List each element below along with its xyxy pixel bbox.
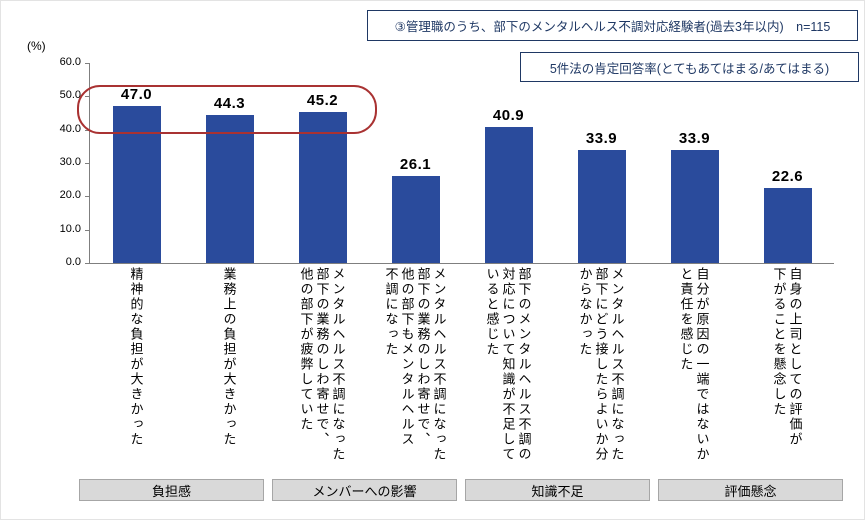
x-label: 自身の上司としての評価が 下がることを懸念した (771, 267, 803, 447)
y-tick-label: 20.0 (59, 189, 81, 202)
bar (391, 176, 440, 263)
bar-value-label: 45.2 (306, 92, 339, 110)
group-box: メンバーへの影響 (272, 479, 457, 501)
y-tick-label: 60.0 (59, 56, 81, 68)
x-label: メンタルヘルス不調になった 部下の業務のしわ寄せで、 他の部下もメンタルヘルス … (383, 267, 447, 462)
bar-slot: 40.9 (462, 63, 555, 263)
x-label: メンタルヘルス不調になった 部下にどう接したらよいか分 からなかった (577, 267, 625, 462)
bar-slot: 33.9 (555, 63, 648, 263)
bars-row: 47.0 44.3 45.2 26.1 40.9 33.9 33.9 22.6 (90, 63, 834, 263)
bar (205, 115, 254, 263)
y-tick-label: 10.0 (59, 222, 81, 235)
group-box: 負担感 (79, 479, 264, 501)
x-label: メンタルヘルス不調になった 部下の業務のしわ寄せで、 他の部下が疲弊していた (298, 267, 346, 462)
x-label-slot: メンタルヘルス不調になった 部下の業務のしわ寄せで、 他の部下が疲弊していた (275, 267, 368, 479)
bar-slot: 45.2 (276, 63, 369, 263)
highlight-oval (77, 85, 377, 134)
bar-value-label: 22.6 (771, 167, 804, 185)
bar-value-label: 33.9 (585, 130, 618, 147)
y-tick-label: 40.0 (59, 122, 81, 135)
bar (763, 187, 812, 263)
y-axis-unit-label: (%) (27, 39, 46, 53)
plot-area: 47.0 44.3 45.2 26.1 40.9 33.9 33.9 22.6 (89, 63, 834, 264)
group-box: 知識不足 (465, 479, 650, 501)
bar (298, 112, 347, 263)
bar-slot: 33.9 (648, 63, 741, 263)
bar (670, 150, 719, 263)
x-label: 業務上の負担が大きかった (221, 267, 237, 447)
x-label-slot: メンタルヘルス不調になった 部下の業務のしわ寄せで、 他の部下もメンタルヘルス … (368, 267, 461, 479)
x-label-slot: 業務上の負担が大きかった (182, 267, 275, 479)
x-label: 精神的な負担が大きかった (128, 267, 144, 447)
y-tick-label: 30.0 (59, 156, 81, 168)
x-label-slot: 自分が原因の一端ではないか と責任を感じた (647, 267, 740, 479)
bar-value-label: 47.0 (120, 86, 153, 104)
x-label-slot: 精神的な負担が大きかった (89, 267, 182, 479)
x-label: 部下のメンタルヘルス不調の 対応について知識が不足して いると感じた (484, 267, 532, 462)
bar-value-label: 44.3 (213, 95, 246, 113)
category-group-row: 負担感 メンバーへの影響 知識不足 評価懸念 (79, 479, 843, 501)
bar-value-label: 33.9 (678, 130, 711, 147)
x-axis-labels: 精神的な負担が大きかった 業務上の負担が大きかった メンタルヘルス不調になった 部下… (89, 267, 833, 479)
x-label-slot: 部下のメンタルヘルス不調の 対応について知識が不足して いると感じた (461, 267, 554, 479)
bar (484, 126, 533, 263)
y-tick-label: 0.0 (65, 256, 81, 268)
note-box-sample: ③管理職のうち、部下のメンタルヘルス不調対応経験者(過去3年以内) n=115 (367, 10, 858, 41)
group-box: 評価懸念 (658, 479, 843, 501)
x-label-slot: メンタルヘルス不調になった 部下にどう接したらよいか分 からなかった (554, 267, 647, 479)
note-box-response-rate: 5件法の肯定回答率(とてもあてはまる/あてはまる) (520, 52, 859, 82)
y-tick-label: 50.0 (59, 89, 81, 102)
x-label: 自分が原因の一端ではないか と責任を感じた (678, 267, 710, 462)
bar-slot: 44.3 (183, 63, 276, 263)
bar-value-label: 26.1 (399, 156, 432, 173)
bar-slot: 26.1 (369, 63, 462, 263)
bar-value-label: 40.9 (492, 106, 525, 124)
x-label-slot: 自身の上司としての評価が 下がることを懸念した (740, 267, 833, 479)
bar-slot: 22.6 (741, 63, 834, 263)
bar (577, 150, 626, 263)
